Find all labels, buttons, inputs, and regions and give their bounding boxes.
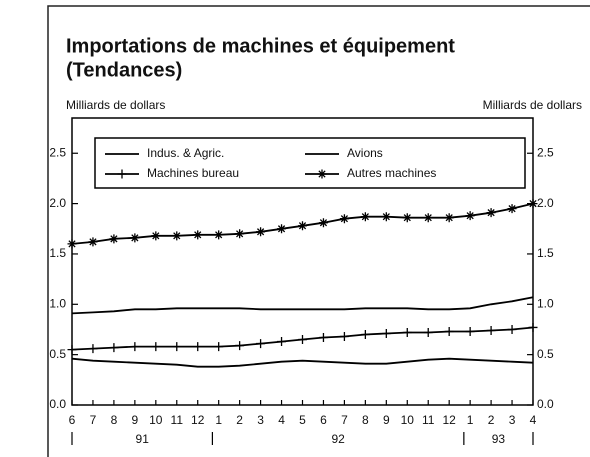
marker	[130, 342, 140, 352]
y2-tick-label: 2.5	[537, 145, 554, 159]
marker	[109, 234, 119, 244]
marker	[298, 335, 307, 345]
x-tick-label: 2	[236, 413, 243, 427]
marker	[172, 231, 182, 241]
x-tick-label: 4	[530, 413, 537, 427]
y-axis-label: Milliards de dollars	[66, 98, 165, 112]
x-tick-label: 9	[132, 413, 139, 427]
marker	[528, 199, 538, 209]
marker	[256, 227, 266, 237]
marker	[486, 325, 496, 335]
x-tick-label: 7	[90, 413, 97, 427]
marker	[151, 342, 161, 352]
marker	[318, 333, 328, 343]
x-tick-label: 5	[299, 413, 306, 427]
x-tick-label: 10	[401, 413, 415, 427]
y2-tick-label: 1.5	[537, 246, 554, 260]
y-tick-label: 2.5	[49, 145, 66, 159]
marker	[381, 329, 391, 339]
marker	[172, 342, 182, 352]
year-label: 92	[331, 432, 345, 446]
marker	[193, 342, 203, 352]
y2-tick-label: 0.5	[537, 347, 554, 361]
year-label: 91	[136, 432, 150, 446]
marker	[109, 343, 119, 353]
marker	[339, 214, 349, 224]
x-tick-label: 6	[320, 413, 327, 427]
marker	[381, 212, 391, 222]
marker	[507, 324, 517, 334]
marker	[298, 221, 307, 231]
marker	[465, 211, 475, 221]
marker	[507, 204, 517, 214]
marker	[235, 341, 245, 351]
marker	[193, 230, 203, 240]
series-line	[71, 296, 534, 315]
x-tick-label: 11	[171, 413, 184, 427]
marker	[117, 169, 127, 179]
marker	[67, 345, 77, 355]
marker	[256, 339, 266, 349]
marker	[423, 327, 433, 337]
marker	[67, 239, 77, 249]
marker	[151, 231, 161, 241]
y-tick-label: 1.0	[49, 296, 66, 310]
marker	[277, 337, 287, 347]
marker	[486, 208, 496, 218]
marker	[88, 344, 98, 354]
x-tick-label: 9	[383, 413, 390, 427]
marker	[465, 326, 475, 336]
chart-title: (Tendances)	[66, 59, 182, 81]
x-tick-label: 3	[509, 413, 516, 427]
marker	[528, 322, 538, 332]
marker	[444, 213, 454, 223]
x-tick-label: 1	[467, 413, 474, 427]
marker	[317, 169, 327, 179]
y2-tick-label: 1.0	[537, 296, 554, 310]
marker	[235, 229, 245, 239]
marker	[318, 218, 328, 228]
x-tick-label: 2	[488, 413, 495, 427]
marker	[214, 230, 224, 240]
legend-box	[94, 137, 526, 189]
x-tick-label: 10	[149, 413, 163, 427]
x-tick-label: 12	[191, 413, 205, 427]
y2-tick-label: 0.0	[537, 397, 554, 411]
chart-title: Importations de machines et équipement	[66, 35, 455, 57]
x-tick-label: 12	[443, 413, 457, 427]
y-axis-label: Milliards de dollars	[483, 98, 582, 112]
x-tick-label: 6	[69, 413, 76, 427]
legend-label: Autres machines	[347, 166, 436, 180]
y-tick-label: 0.5	[49, 347, 66, 361]
x-tick-label: 1	[215, 413, 222, 427]
x-tick-label: 11	[422, 413, 435, 427]
y-tick-label: 0.0	[49, 397, 66, 411]
marker	[402, 213, 412, 223]
marker	[402, 327, 412, 337]
legend-label: Indus. & Agric.	[147, 146, 224, 160]
x-tick-label: 8	[111, 413, 118, 427]
marker	[277, 224, 287, 234]
legend-label: Machines bureau	[147, 166, 239, 180]
marker	[360, 212, 370, 222]
marker	[423, 213, 433, 223]
year-label: 93	[492, 432, 506, 446]
y-tick-label: 1.5	[49, 246, 66, 260]
series-line	[71, 357, 534, 368]
marker	[339, 332, 349, 342]
marker	[88, 237, 98, 247]
marker	[444, 326, 454, 336]
marker	[360, 330, 370, 340]
legend-label: Avions	[347, 146, 383, 160]
x-tick-label: 7	[341, 413, 348, 427]
page-frame	[47, 5, 590, 457]
y-tick-label: 2.0	[49, 196, 66, 210]
x-tick-label: 4	[278, 413, 285, 427]
marker	[214, 342, 224, 352]
x-tick-label: 8	[362, 413, 369, 427]
marker	[130, 233, 140, 243]
y2-tick-label: 2.0	[537, 196, 554, 210]
x-tick-label: 3	[257, 413, 264, 427]
